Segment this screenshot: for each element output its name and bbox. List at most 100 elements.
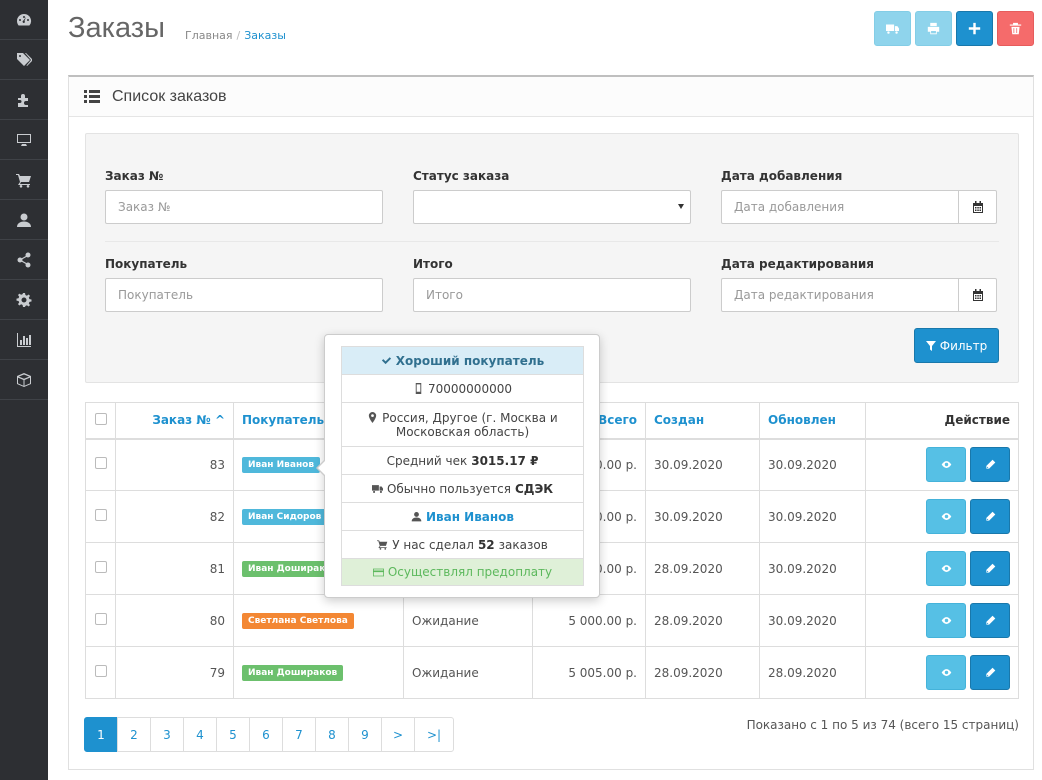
pagination-info: Показано с 1 по 5 из 74 (всего 15 страни… (746, 718, 1019, 732)
edit-button[interactable] (970, 655, 1010, 690)
created-header[interactable]: Создан (645, 402, 760, 440)
customer-link[interactable]: Иван Иванов (425, 509, 515, 524)
date-modified-input[interactable]: Дата редактирования (721, 278, 960, 312)
customer-label: Покупатель (105, 257, 188, 271)
row-checkbox-cell (85, 490, 116, 543)
select-all-checkbox[interactable] (94, 412, 107, 425)
page-last[interactable]: >| (414, 717, 454, 752)
edit-button[interactable] (970, 551, 1010, 586)
row-checkbox-cell (85, 542, 116, 595)
view-button[interactable] (926, 655, 966, 690)
orders-panel: Список заказов Заказ № Заказ № Статус за… (68, 75, 1034, 770)
order-id: 81 (115, 542, 234, 595)
popover-orders-count: У нас сделал 52 заказов (342, 530, 583, 558)
order-no-header[interactable]: Заказ № ^ (115, 402, 234, 440)
table-row: 80 Светлана Светлова Ожидание 5 000.00 р… (85, 594, 1019, 647)
calendar-icon (972, 201, 983, 213)
action-cell (865, 490, 1019, 543)
view-button[interactable] (926, 499, 966, 534)
view-button[interactable] (926, 603, 966, 638)
customer-label-badge[interactable]: Иван Дошираков (242, 561, 344, 577)
share-icon (17, 252, 31, 267)
page-4[interactable]: 4 (183, 717, 217, 752)
row-checkbox[interactable] (94, 561, 107, 573)
print-button[interactable] (915, 11, 952, 46)
row-checkbox[interactable] (94, 613, 107, 625)
sidebar-item-marketing[interactable] (0, 240, 48, 280)
credit-card-icon (372, 568, 384, 576)
updated-cell: 30.09.2020 (759, 594, 866, 647)
date-added-input[interactable]: Дата добавления (721, 190, 960, 224)
date-modified-calendar-button[interactable] (958, 278, 997, 312)
page-2[interactable]: 2 (117, 717, 151, 752)
total-label: Итого (413, 257, 453, 271)
row-checkbox[interactable] (94, 665, 107, 677)
page-6[interactable]: 6 (249, 717, 283, 752)
page-5[interactable]: 5 (216, 717, 250, 752)
filter-icon (925, 340, 936, 351)
page-title: Заказы (68, 12, 165, 44)
view-button[interactable] (926, 551, 966, 586)
popover-address: Россия, Другое (г. Москва и Московская о… (342, 402, 583, 446)
popover-customer-name: Иван Иванов (342, 502, 583, 530)
eye-icon (941, 565, 951, 572)
customer-label-badge[interactable]: Светлана Светлова (242, 613, 354, 629)
breadcrumb-orders[interactable]: Заказы (244, 29, 286, 42)
filter-button-label: Фильтр (939, 338, 988, 353)
filter-button[interactable]: Фильтр (914, 328, 999, 363)
pencil-icon (985, 459, 995, 469)
check-icon (381, 357, 391, 365)
date-added-label: Дата добавления (721, 169, 843, 183)
row-checkbox[interactable] (94, 457, 107, 470)
customer-label-badge[interactable]: Иван Иванов (242, 457, 321, 474)
sidebar (0, 0, 48, 780)
updated-header[interactable]: Обновлен (759, 402, 866, 440)
row-checkbox[interactable] (94, 509, 107, 521)
delete-button[interactable] (997, 11, 1034, 46)
edit-button[interactable] (970, 499, 1010, 534)
status-select[interactable] (413, 190, 691, 224)
updated-cell: 28.09.2020 (759, 646, 866, 699)
eye-icon (941, 461, 951, 469)
breadcrumb-home[interactable]: Главная (185, 29, 233, 42)
table-row: 83 Иван Иванов 0.00 р. 30.09.2020 30.09.… (85, 438, 1019, 491)
sidebar-item-system[interactable] (0, 280, 48, 320)
edit-button[interactable] (970, 447, 1010, 483)
sidebar-item-reports[interactable] (0, 320, 48, 360)
view-button[interactable] (926, 447, 966, 483)
page-7[interactable]: 7 (282, 717, 316, 752)
page-8[interactable]: 8 (315, 717, 349, 752)
date-added-calendar-button[interactable] (958, 190, 997, 224)
page-next[interactable]: > (381, 717, 415, 752)
edit-button[interactable] (970, 603, 1010, 638)
customer-label-badge[interactable]: Иван Дошираков (242, 665, 344, 681)
pencil-icon (985, 511, 995, 521)
user-icon (17, 213, 31, 227)
customer-label-badge[interactable]: Иван Сидоров (242, 509, 328, 525)
add-button[interactable] (956, 11, 993, 46)
chart-icon (17, 332, 31, 347)
sidebar-item-dashboard[interactable] (0, 0, 48, 40)
cart-icon (16, 173, 31, 188)
total-input[interactable]: Итого (413, 278, 691, 312)
sidebar-item-customers[interactable] (0, 200, 48, 240)
map-marker-icon (369, 411, 377, 423)
status-cell: Ожидание (403, 646, 533, 699)
customer-input[interactable]: Покупатель (105, 278, 383, 312)
sidebar-item-design[interactable] (0, 120, 48, 160)
action-cell (865, 646, 1019, 699)
popover-heading: Хороший покупатель (342, 347, 583, 374)
page-9[interactable]: 9 (348, 717, 382, 752)
sidebar-item-catalog[interactable] (0, 40, 48, 80)
action-header: Действие (865, 402, 1019, 440)
sidebar-item-modules[interactable] (0, 360, 48, 400)
sidebar-item-sales[interactable] (0, 160, 48, 200)
order-no-label: Заказ № (105, 169, 164, 183)
shipping-button[interactable] (874, 11, 911, 46)
page-1[interactable]: 1 (84, 717, 118, 752)
order-no-input[interactable]: Заказ № (105, 190, 383, 224)
sidebar-item-extensions[interactable] (0, 80, 48, 120)
mobile-icon (415, 383, 422, 394)
page-3[interactable]: 3 (150, 717, 184, 752)
row-checkbox-cell (85, 438, 116, 491)
